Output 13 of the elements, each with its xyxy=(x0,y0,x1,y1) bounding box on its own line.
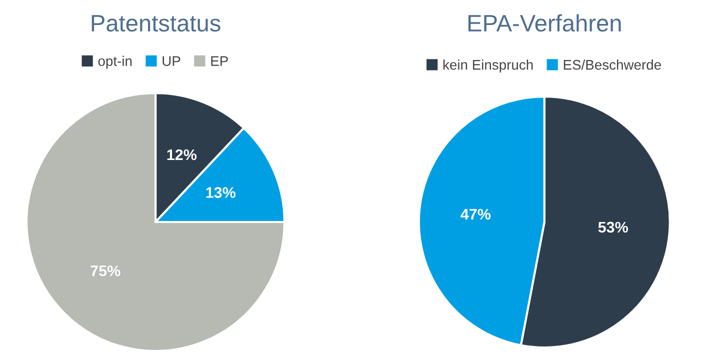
pie-slice xyxy=(26,92,286,352)
data-label: 13% xyxy=(206,187,236,198)
legend-label: ES/Beschwerde xyxy=(564,60,661,70)
chart-title: EPA-Verfahren xyxy=(468,14,621,32)
legend-label: EP xyxy=(211,56,228,66)
data-label: 47% xyxy=(460,208,491,220)
data-label: 53% xyxy=(598,222,628,233)
data-label: 12% xyxy=(167,149,197,160)
legend-label: opt-in xyxy=(98,56,132,69)
legend-label: kein Einspruch xyxy=(443,60,533,72)
chart-title: Patentstatus xyxy=(92,15,220,32)
data-label: 75% xyxy=(90,265,120,276)
legend-label: UP xyxy=(162,56,180,66)
